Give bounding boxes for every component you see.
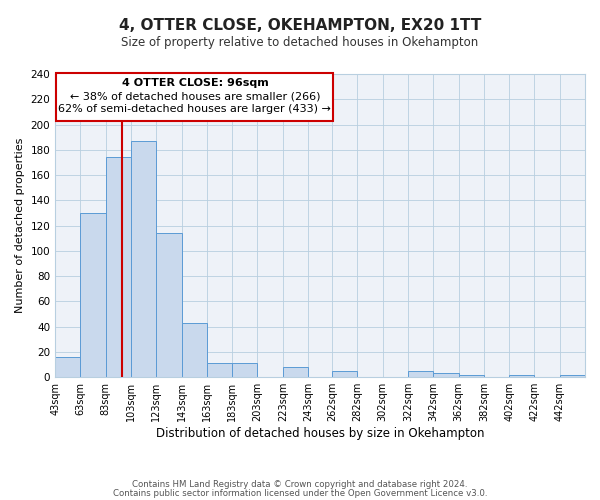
Text: Contains public sector information licensed under the Open Government Licence v3: Contains public sector information licen… <box>113 488 487 498</box>
Bar <box>408 371 433 377</box>
Bar <box>55 357 80 377</box>
Text: Contains HM Land Registry data © Crown copyright and database right 2024.: Contains HM Land Registry data © Crown c… <box>132 480 468 489</box>
Text: ← 38% of detached houses are smaller (266): ← 38% of detached houses are smaller (26… <box>70 92 320 102</box>
Bar <box>157 233 182 377</box>
Bar <box>560 374 585 377</box>
Bar <box>80 213 106 377</box>
X-axis label: Distribution of detached houses by size in Okehampton: Distribution of detached houses by size … <box>156 427 484 440</box>
FancyBboxPatch shape <box>56 72 334 120</box>
Text: 62% of semi-detached houses are larger (433) →: 62% of semi-detached houses are larger (… <box>58 104 331 115</box>
Y-axis label: Number of detached properties: Number of detached properties <box>15 138 25 314</box>
Bar <box>207 364 232 377</box>
Bar <box>458 374 484 377</box>
Bar <box>131 141 157 377</box>
Bar <box>232 364 257 377</box>
Bar <box>283 367 308 377</box>
Bar <box>509 374 535 377</box>
Text: 4 OTTER CLOSE: 96sqm: 4 OTTER CLOSE: 96sqm <box>122 78 268 88</box>
Bar <box>332 371 358 377</box>
Text: Size of property relative to detached houses in Okehampton: Size of property relative to detached ho… <box>121 36 479 49</box>
Text: 4, OTTER CLOSE, OKEHAMPTON, EX20 1TT: 4, OTTER CLOSE, OKEHAMPTON, EX20 1TT <box>119 18 481 32</box>
Bar <box>182 323 207 377</box>
Bar <box>106 158 131 377</box>
Bar <box>433 374 458 377</box>
